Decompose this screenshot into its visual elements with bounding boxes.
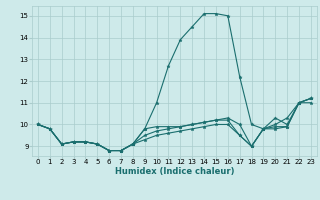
X-axis label: Humidex (Indice chaleur): Humidex (Indice chaleur) — [115, 167, 234, 176]
